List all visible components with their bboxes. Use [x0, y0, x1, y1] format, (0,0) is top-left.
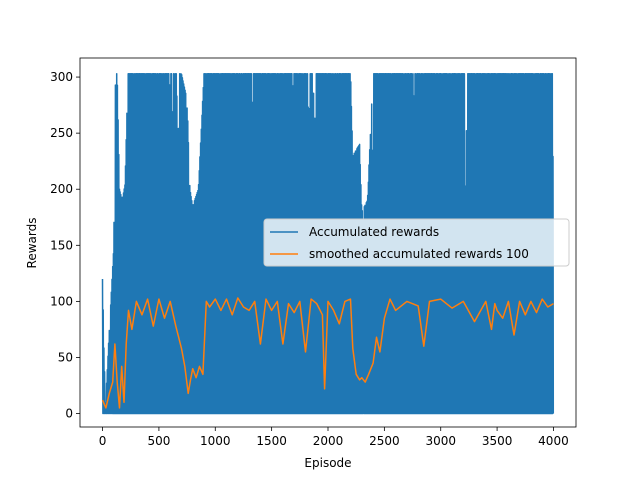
x-tick-label: 2000: [313, 434, 344, 448]
x-tick-label: 2500: [369, 434, 400, 448]
y-tick-label: 150: [50, 238, 73, 252]
x-tick-label: 3000: [425, 434, 456, 448]
y-tick-label: 0: [65, 407, 73, 421]
series-smoothed-rewards-line: [101, 297, 554, 409]
y-axis-ticks: 0 50 100 150 200 250 300: [50, 70, 80, 421]
y-axis-label: Rewards: [25, 218, 39, 269]
x-axis-label: Episode: [304, 456, 351, 470]
x-tick-label: 4000: [538, 434, 569, 448]
legend-label-smoothed: smoothed accumulated rewards 100: [309, 247, 529, 261]
legend-label-accumulated: Accumulated rewards: [309, 225, 439, 239]
y-tick-label: 250: [50, 126, 73, 140]
x-tick-label: 1000: [200, 434, 231, 448]
legend-box: [263, 218, 570, 267]
x-axis-ticks: 0 500 1000 1500 2000 2500 3000 3500 4000: [99, 427, 569, 448]
y-tick-label: 50: [58, 350, 73, 364]
x-tick-label: 1500: [256, 434, 287, 448]
legend: Accumulated rewards smoothed accumulated…: [263, 218, 570, 267]
y-tick-label: 200: [50, 182, 73, 196]
x-tick-label: 500: [147, 434, 170, 448]
y-tick-label: 300: [50, 70, 73, 84]
x-tick-label: 3500: [482, 434, 513, 448]
x-tick-label: 0: [99, 434, 107, 448]
y-tick-label: 100: [50, 294, 73, 308]
